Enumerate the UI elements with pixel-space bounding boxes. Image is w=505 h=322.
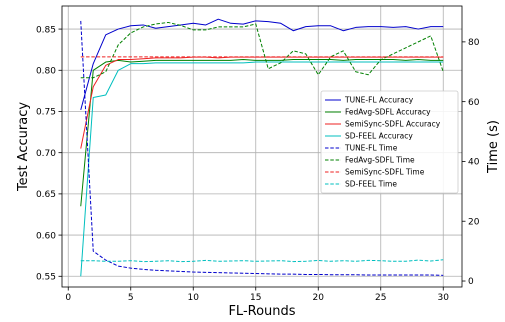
y-tick-label: 0.65 [36, 190, 56, 200]
x-tick-label: 5 [128, 293, 134, 303]
series-line-fedavg-sdfl-time [80, 21, 444, 79]
y2-tick-label: 80 [468, 38, 480, 48]
plot-frame [61, 5, 463, 288]
y-tick-label: 0.85 [36, 25, 56, 35]
legend-label: SemiSync-SDFL Accuracy [345, 120, 441, 129]
y2-axis-label: Time (s) [486, 120, 501, 174]
y-tick-label: 0.80 [36, 66, 56, 76]
x-tick-label: 25 [375, 293, 386, 303]
x-tick-label: 15 [250, 293, 261, 303]
legend-label: SD-FEEL Accuracy [345, 132, 413, 141]
y2-tick-label: 60 [468, 98, 480, 108]
y-tick-label: 0.70 [36, 149, 56, 159]
y-tick-label: 0.60 [36, 231, 56, 241]
legend-label: SemiSync-SDFL Time [345, 168, 425, 177]
legend-label: TUNE-FL Accuracy [344, 96, 414, 105]
y2-tick-label: 20 [468, 217, 480, 227]
series-line-tune-fl-time [80, 20, 444, 276]
y-tick-label: 0.55 [36, 272, 56, 282]
x-tick-label: 20 [313, 293, 325, 303]
y2-tick-label: 40 [468, 158, 480, 168]
y-tick-label: 0.75 [36, 108, 56, 118]
series-line-tune-fl-accuracy [80, 18, 444, 110]
x-tick-label: 30 [438, 293, 450, 303]
legend-label: FedAvg-SDFL Accuracy [345, 108, 431, 117]
legend-label: FedAvg-SDFL Time [345, 156, 415, 165]
x-tick-label: 0 [65, 293, 71, 303]
series-line-sd-feel-accuracy [80, 61, 444, 277]
series-line-sd-feel-time [80, 259, 444, 263]
legend: TUNE-FL Accuracy FedAvg-SDFL Accuracy Semi… [320, 90, 459, 194]
legend-label: TUNE-FL Time [344, 144, 398, 153]
y2-tick-label: 0 [468, 277, 474, 287]
legend-label: SD-FEEL Time [345, 180, 397, 189]
x-tick-label: 10 [188, 293, 200, 303]
x-axis-label: FL-Rounds [228, 304, 295, 319]
y-axis-label: Test Accuracy [16, 102, 31, 192]
legend-box [320, 90, 459, 194]
axis-ticks: 0 5 10 15 20 25 30 0.55 0.60 0.65 0.70 0.75 0.80 0.85… [36, 25, 480, 303]
series-line-fedavg-sdfl-accuracy [80, 59, 444, 207]
plot-series [80, 18, 444, 277]
